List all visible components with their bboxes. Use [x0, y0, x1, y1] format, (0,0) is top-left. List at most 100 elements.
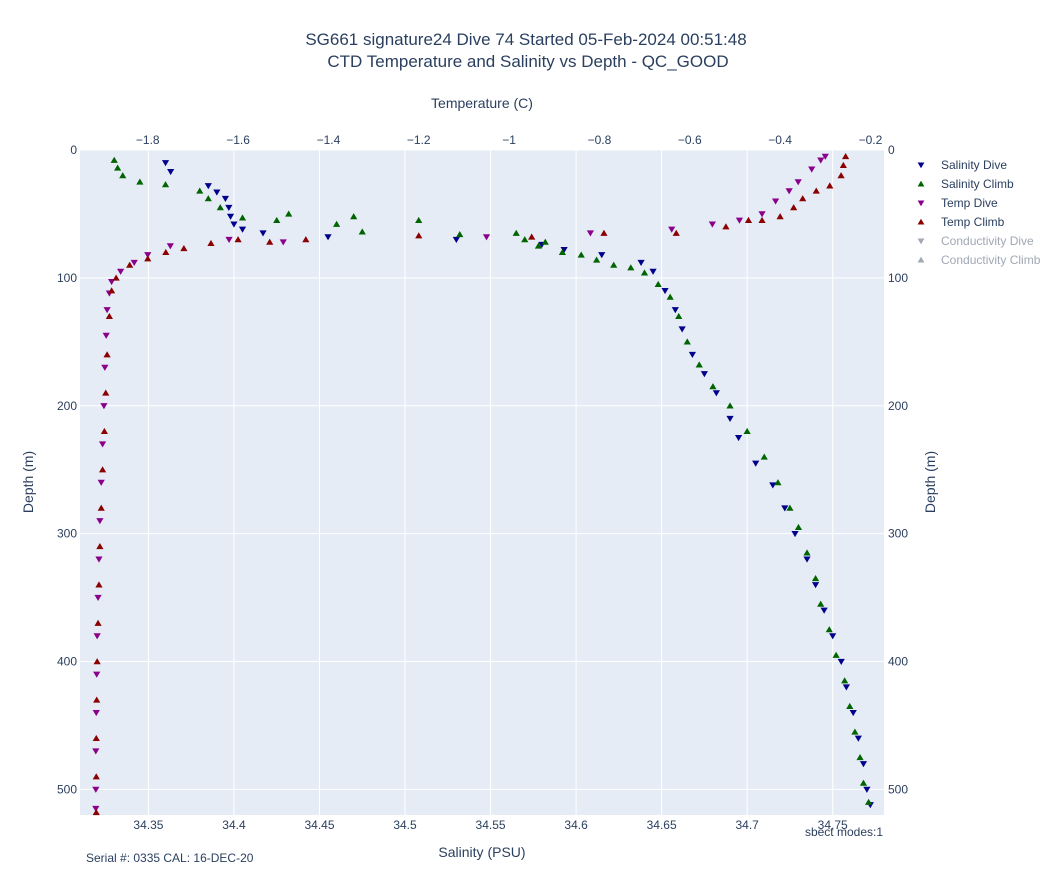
x-top-axis-title: Temperature (C)	[431, 95, 533, 111]
salinity-climb-point	[216, 204, 224, 211]
temp-climb-point	[207, 239, 215, 247]
x-top-tick-label: −1.2	[407, 133, 431, 147]
x-bottom-tick-label: 34.6	[564, 818, 588, 832]
x-top-tick-label: −0.8	[588, 133, 612, 147]
temp-dive-point	[98, 441, 107, 448]
salinity-dive-point	[661, 287, 669, 295]
salinity-dive-point	[678, 326, 686, 333]
salinity-dive-point	[712, 390, 720, 397]
temp-climb-point	[826, 182, 834, 189]
temp-climb-point	[842, 152, 850, 160]
y-right-tick-label: 500	[888, 782, 908, 796]
salinity-climb-point	[856, 754, 864, 761]
salinity-dive-point	[213, 189, 221, 196]
y-right-tick-label: 200	[888, 399, 908, 413]
temp-dive-point	[101, 364, 109, 371]
salinity-climb-point	[832, 651, 840, 658]
temp-climb-point	[97, 504, 105, 511]
salinity-dive-point	[238, 226, 247, 233]
y-right-axis-title: Depth (m)	[922, 451, 938, 513]
x-bottom-tick-label: 34.5	[393, 818, 417, 832]
salinity-climb-point	[196, 187, 204, 194]
legend-item-temp-dive[interactable]: Temp Dive	[917, 196, 998, 210]
temp-climb-point	[93, 696, 101, 703]
legend-item-conductivity-climb[interactable]: Conductivity Climb	[917, 253, 1041, 267]
salinity-climb-point	[794, 523, 803, 530]
salinity-dive-point	[820, 607, 828, 614]
salinity-dive-point	[837, 658, 845, 665]
temp-dive-point	[92, 709, 100, 717]
salinity-dive-point	[849, 709, 857, 717]
temp-climb-point	[600, 229, 608, 236]
salinity-dive-point	[649, 268, 657, 275]
temp-climb-point	[105, 312, 113, 319]
salinity-dive-point	[560, 247, 568, 254]
salinity-climb-point	[332, 220, 341, 227]
salinity-dive-point	[863, 786, 871, 793]
salinity-climb-point	[415, 216, 423, 224]
legend-item-conductivity-dive[interactable]: Conductivity Dive	[917, 234, 1034, 248]
salinity-climb-point	[774, 479, 782, 486]
x-bottom-tick-label: 34.65	[647, 818, 677, 832]
temp-dive-point	[735, 217, 744, 224]
y-left-tick-label: 100	[57, 271, 77, 285]
salinity-climb-point	[119, 172, 127, 179]
salinity-climb-point	[841, 677, 849, 684]
temp-dive-point	[808, 166, 816, 173]
temp-climb-point	[812, 187, 820, 194]
salinity-climb-point	[851, 728, 859, 735]
salinity-climb-point	[825, 626, 833, 633]
salinity-climb-point	[512, 229, 520, 236]
x-bottom-axis-title: Salinity (PSU)	[438, 844, 525, 860]
x-bottom-tick-label: 34.45	[304, 818, 334, 832]
salinity-climb-point	[593, 256, 601, 263]
salinity-dive-point	[221, 195, 230, 203]
temp-dive-point	[758, 211, 766, 218]
salinity-climb-point	[846, 702, 854, 709]
temp-dive-point	[95, 556, 103, 563]
temp-dive-point	[225, 236, 233, 243]
salinity-dive-point	[225, 204, 233, 211]
salinity-climb-point	[456, 230, 464, 238]
y-right-tick-label: 100	[888, 271, 908, 285]
salinity-dive-point	[854, 735, 862, 742]
salinity-climb-point	[521, 236, 529, 243]
legend-label-temp-dive: Temp Dive	[941, 196, 998, 210]
y-right-tick-label: 400	[888, 655, 908, 669]
legend-label-conductivity-climb: Conductivity Climb	[941, 253, 1041, 267]
legend-item-temp-climb[interactable]: Temp Climb	[917, 215, 1005, 229]
salinity-dive-point	[726, 415, 734, 422]
temp-climb-point	[126, 261, 134, 268]
temp-climb-point	[112, 274, 120, 281]
legend-label-conductivity-dive: Conductivity Dive	[941, 234, 1034, 248]
temp-dive-point	[166, 243, 174, 250]
salinity-dive-point	[324, 234, 332, 241]
temp-dive-point	[771, 198, 780, 205]
salinity-dive-point	[259, 230, 267, 237]
salinity-climb-point	[577, 251, 585, 258]
temp-dive-point	[97, 479, 105, 486]
salinity-dive-point	[598, 252, 606, 259]
temp-climb-point	[93, 658, 101, 665]
temp-dive-point	[100, 403, 108, 410]
salinity-dive-point	[204, 183, 212, 190]
salinity-dive-point	[791, 530, 799, 538]
temp-climb-point	[103, 351, 111, 358]
x-bottom-tick-label: 34.35	[133, 818, 163, 832]
legend-marker-salinity-climb	[917, 180, 925, 187]
legend-item-salinity-climb[interactable]: Salinity Climb	[917, 177, 1014, 191]
legend-item-salinity-dive[interactable]: Salinity Dive	[917, 158, 1008, 172]
temp-climb-point	[108, 287, 116, 294]
temp-dive-point	[668, 226, 676, 233]
salinity-climb-point	[534, 242, 543, 249]
salinity-climb-point	[859, 779, 868, 786]
x-top-tick-label: −1.6	[226, 133, 250, 147]
x-bottom-tick-label: 34.4	[222, 818, 246, 832]
salinity-climb-point	[285, 210, 293, 217]
salinity-dive-point	[752, 460, 760, 467]
temp-climb-point	[180, 245, 188, 252]
temp-dive-point	[103, 307, 111, 314]
temp-climb-point	[672, 229, 680, 236]
salinity-dive-point	[700, 371, 708, 378]
salinity-climb-point	[110, 156, 118, 163]
